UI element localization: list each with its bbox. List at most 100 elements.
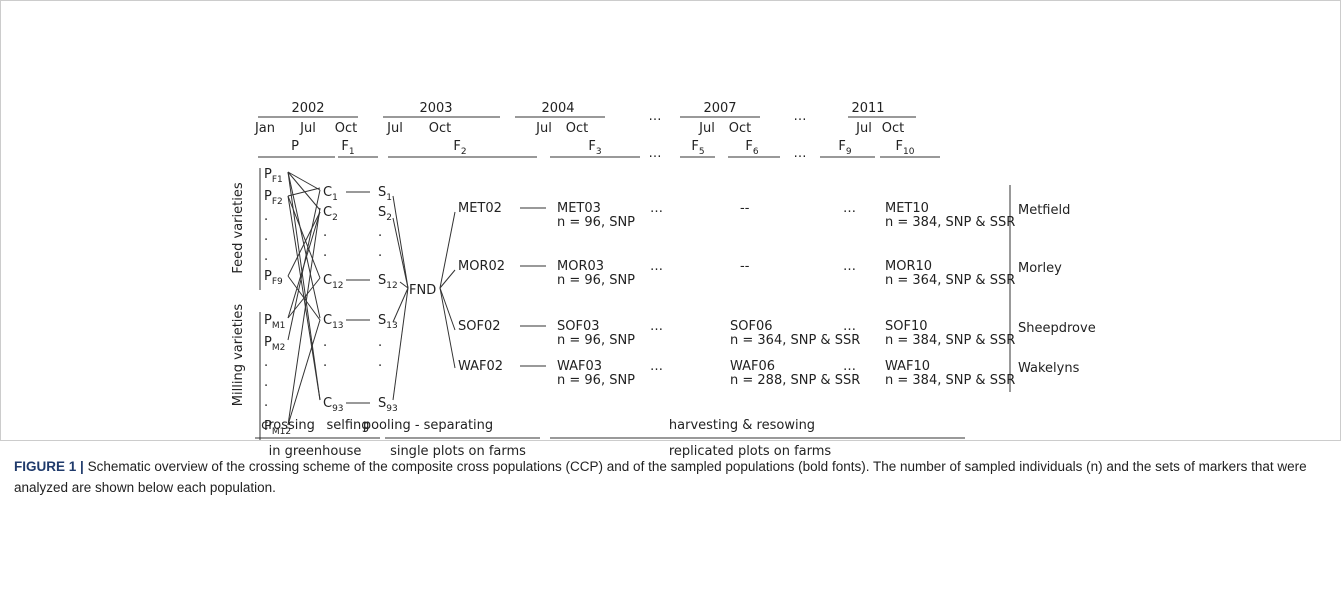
generation: P bbox=[291, 139, 299, 154]
parent: . bbox=[264, 249, 268, 264]
generation-sub: 9 bbox=[846, 147, 852, 157]
site: Wakelyns bbox=[1018, 361, 1080, 376]
year: 2004 bbox=[541, 101, 574, 116]
location: single plots on farms bbox=[390, 444, 526, 459]
selfing: S12 bbox=[378, 273, 398, 291]
selfing-sub: 13 bbox=[386, 321, 397, 331]
generation: F2 bbox=[453, 139, 466, 157]
generation-sub: 5 bbox=[699, 147, 705, 157]
selfing: . bbox=[378, 335, 382, 350]
generation-main: F bbox=[691, 139, 698, 154]
founder: MOR02 bbox=[458, 259, 505, 274]
generation: … bbox=[649, 146, 662, 161]
generation-sub: 10 bbox=[903, 147, 915, 157]
pool: FND bbox=[409, 283, 436, 298]
year: 2007 bbox=[703, 101, 736, 116]
cross-main: . bbox=[323, 335, 327, 350]
month: Jul bbox=[698, 121, 715, 136]
parent-main: P bbox=[264, 335, 272, 350]
population: WAF10 bbox=[885, 359, 930, 374]
sample-size: n = 96, SNP bbox=[557, 273, 635, 288]
stage: harvesting & resowing bbox=[669, 418, 815, 433]
site: Sheepdrove bbox=[1018, 321, 1096, 336]
year: … bbox=[649, 109, 662, 124]
year: 2011 bbox=[851, 101, 884, 116]
cross: . bbox=[323, 355, 327, 370]
parent-sub: F1 bbox=[272, 175, 283, 185]
generation-main: … bbox=[794, 146, 807, 161]
month: Oct bbox=[566, 121, 588, 136]
generation-main: P bbox=[291, 139, 299, 154]
month: Jul bbox=[535, 121, 552, 136]
parent-main: P bbox=[264, 419, 272, 434]
sample-size: n = 384, SNP & SSR bbox=[885, 215, 1015, 230]
parent-sub: M1 bbox=[272, 321, 286, 331]
location: replicated plots on farms bbox=[669, 444, 832, 459]
generation: F9 bbox=[838, 139, 851, 157]
population: MET10 bbox=[885, 201, 929, 216]
cross: C2 bbox=[323, 205, 338, 223]
parent-sub: M2 bbox=[272, 343, 286, 353]
site: Metfield bbox=[1018, 203, 1070, 218]
parent-main: P bbox=[264, 167, 272, 182]
cross-main: C bbox=[323, 185, 332, 200]
month: Jan bbox=[254, 121, 275, 136]
parent-main: P bbox=[264, 313, 272, 328]
ellipsis: … bbox=[843, 319, 856, 334]
sample-size: n = 96, SNP bbox=[557, 373, 635, 388]
cross-main: . bbox=[323, 225, 327, 240]
parent: PM12 bbox=[264, 419, 291, 437]
parent-main: . bbox=[264, 375, 268, 390]
generation-sub: 6 bbox=[753, 147, 759, 157]
cross-sub: 93 bbox=[332, 404, 343, 414]
selfing: . bbox=[378, 225, 382, 240]
parent-main: P bbox=[264, 189, 272, 204]
selfing-main: . bbox=[378, 225, 382, 240]
generation-main: F bbox=[341, 139, 348, 154]
cross: C1 bbox=[323, 185, 338, 203]
month: Oct bbox=[882, 121, 904, 136]
ellipsis: … bbox=[843, 359, 856, 374]
parent-sub: F2 bbox=[272, 197, 283, 207]
sample-size: n = 364, SNP & SSR bbox=[885, 273, 1015, 288]
population: SOF10 bbox=[885, 319, 928, 334]
selfing: S1 bbox=[378, 185, 392, 203]
group-label: Feed varieties bbox=[231, 182, 246, 273]
selfing-main: . bbox=[378, 335, 382, 350]
sample-size: n = 96, SNP bbox=[557, 215, 635, 230]
parent-main: . bbox=[264, 209, 268, 224]
ellipsis: … bbox=[650, 201, 663, 216]
parent-main: P bbox=[264, 269, 272, 284]
month: Jul bbox=[299, 121, 316, 136]
ellipsis: … bbox=[650, 359, 663, 374]
parent: PM2 bbox=[264, 335, 285, 353]
parent: . bbox=[264, 395, 268, 410]
cross: . bbox=[323, 225, 327, 240]
population: -- bbox=[740, 259, 750, 274]
selfing: . bbox=[378, 245, 382, 260]
population: SOF06 bbox=[730, 319, 773, 334]
parent: . bbox=[264, 355, 268, 370]
selfing-sub: 12 bbox=[386, 281, 397, 291]
cross: . bbox=[323, 335, 327, 350]
site: Morley bbox=[1018, 261, 1062, 276]
generation: F5 bbox=[691, 139, 704, 157]
stage: selfing bbox=[326, 418, 369, 433]
founder: MET02 bbox=[458, 201, 502, 216]
sample-size: n = 364, SNP & SSR bbox=[730, 333, 860, 348]
cross-main: . bbox=[323, 355, 327, 370]
generation: F3 bbox=[588, 139, 601, 157]
selfing-main: S bbox=[378, 313, 386, 328]
month: Jul bbox=[855, 121, 872, 136]
sample-size: n = 384, SNP & SSR bbox=[885, 373, 1015, 388]
caption-text: Schematic overview of the crossing schem… bbox=[14, 459, 1307, 495]
month: Oct bbox=[729, 121, 751, 136]
selfing-main: S bbox=[378, 273, 386, 288]
connectors bbox=[255, 168, 1011, 440]
generation: F10 bbox=[896, 139, 915, 157]
selfing: S93 bbox=[378, 396, 398, 414]
selfing-main: . bbox=[378, 245, 382, 260]
parent: PM1 bbox=[264, 313, 285, 331]
